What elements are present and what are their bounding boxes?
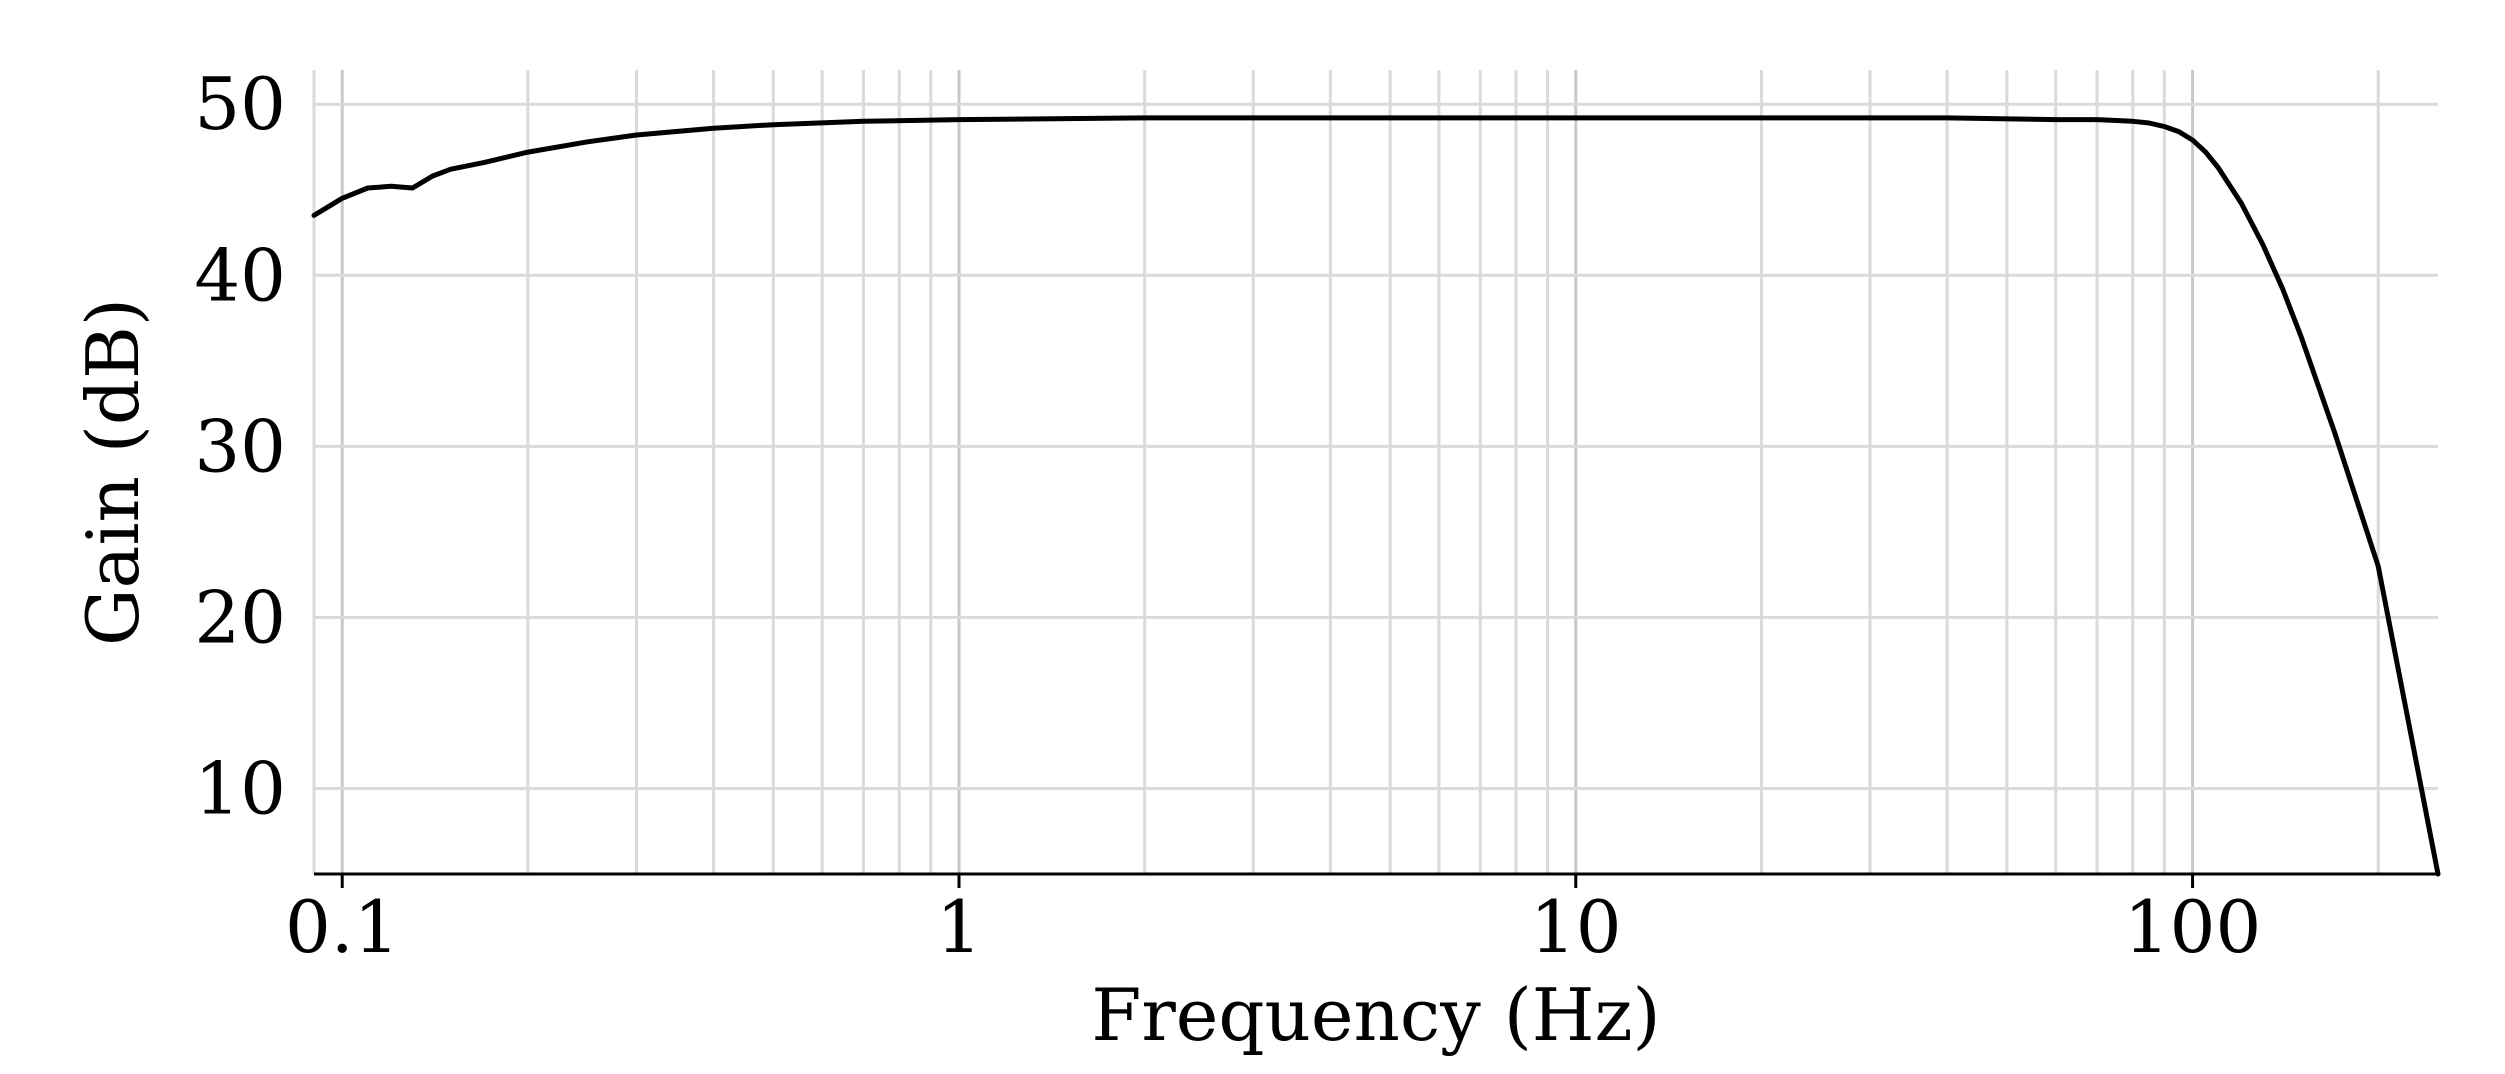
x-tick-label: 0.1	[285, 885, 400, 969]
grid-layer	[312, 70, 2438, 874]
gain-curve	[311, 115, 2441, 877]
label-layer: 0.1 1 10 100 10 20 30 40 50	[194, 62, 2261, 969]
x-tick-label: 1	[936, 885, 982, 969]
y-tick-label: 30	[194, 404, 286, 488]
y-tick-label: 20	[194, 575, 286, 659]
axis-layer	[314, 872, 2438, 888]
y-tick-label: 40	[194, 233, 286, 317]
x-tick-label: 10	[1530, 885, 1622, 969]
y-tick-label: 50	[194, 62, 286, 146]
curve-layer	[311, 115, 2441, 877]
x-tick-label: 100	[2124, 885, 2261, 969]
y-axis-title: Gain (dB)	[71, 298, 155, 646]
y-tick-label: 10	[194, 746, 286, 830]
x-axis-title: Frequency (Hz)	[1091, 973, 1660, 1057]
